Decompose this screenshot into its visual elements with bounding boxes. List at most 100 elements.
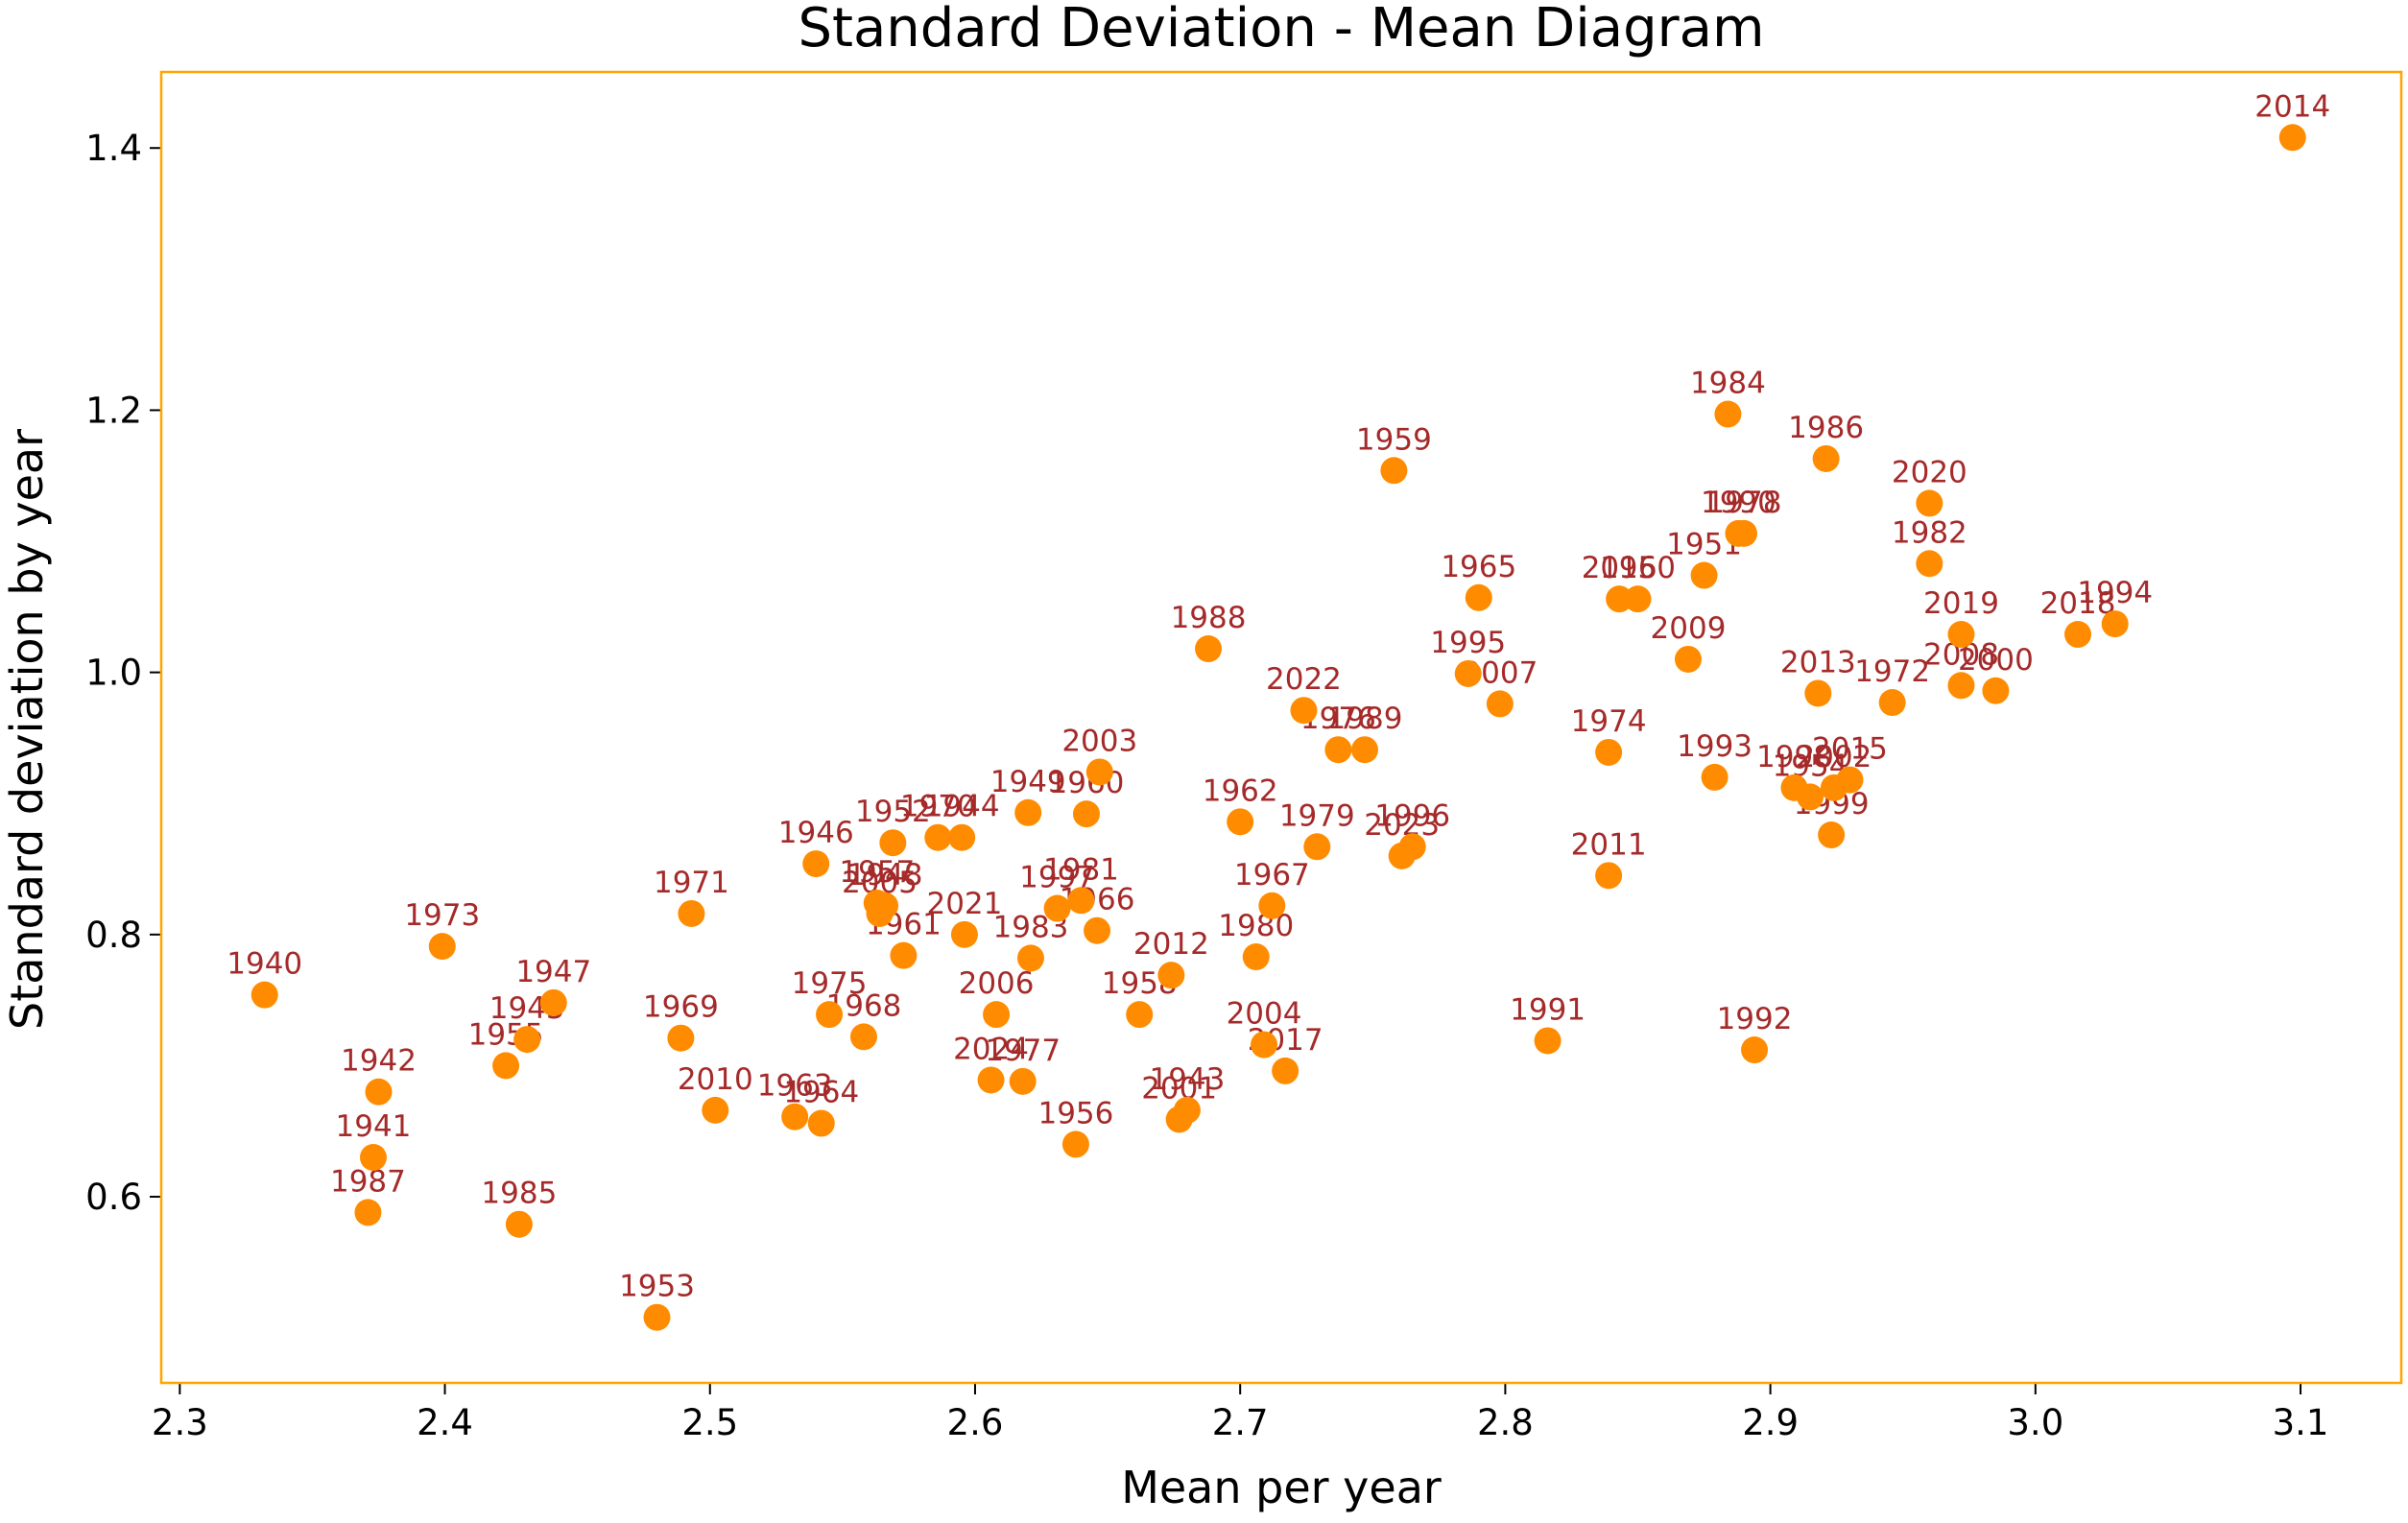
data-point-1987 <box>354 1199 382 1226</box>
data-point-1955 <box>492 1052 520 1080</box>
data-point-2020 <box>1916 489 1943 517</box>
data-point-1992 <box>1741 1036 1769 1064</box>
data-point-label: 2024 <box>953 1032 1029 1066</box>
data-point-1940 <box>250 981 278 1009</box>
data-point-2012 <box>1157 962 1185 989</box>
data-point-label: 2023 <box>1364 808 1440 843</box>
y-tick-label: 0.6 <box>85 1177 142 1218</box>
data-point-1971 <box>678 899 705 927</box>
data-point-1994 <box>2101 610 2129 638</box>
data-point-label: 1952 <box>855 795 931 829</box>
data-point-label: 1943 <box>1149 1062 1225 1097</box>
data-point-label: 1989 <box>1327 702 1403 736</box>
data-point-label: 1969 <box>643 990 719 1025</box>
data-point-1942 <box>365 1078 393 1106</box>
data-point-2005 <box>866 899 894 927</box>
data-point-label: 1947 <box>515 955 591 989</box>
data-point-1979 <box>1303 833 1331 861</box>
data-point-1945 <box>513 1026 541 1054</box>
data-point-label: 1985 <box>481 1177 557 1211</box>
data-point-label: 1971 <box>654 866 729 900</box>
data-point-1988 <box>1195 635 1223 663</box>
data-point-1993 <box>1701 763 1729 791</box>
data-point-2008 <box>1947 672 1975 700</box>
y-tick-label: 0.8 <box>85 915 142 956</box>
data-point-1970 <box>924 823 952 851</box>
data-point-2022 <box>1290 697 1318 725</box>
data-point-label: 2004 <box>1227 997 1302 1032</box>
data-point-label: 1973 <box>404 898 480 933</box>
data-point-1973 <box>428 933 456 961</box>
data-point-label: 1979 <box>1279 798 1355 833</box>
plot-frame <box>159 70 2403 1385</box>
data-point-1982 <box>1916 550 1943 578</box>
y-tick-label: 1.4 <box>85 128 142 169</box>
data-point-label: 2022 <box>1266 662 1342 697</box>
data-point-1946 <box>802 850 830 878</box>
data-point-1989 <box>1351 736 1379 764</box>
data-point-1947 <box>539 988 567 1016</box>
x-tick-label: 2.9 <box>1742 1402 1799 1443</box>
data-point-label: 1965 <box>1441 550 1516 584</box>
data-point-2018 <box>2064 621 2092 649</box>
data-point-1990 <box>1725 519 1752 547</box>
data-point-label: 1993 <box>1677 729 1752 764</box>
data-point-label: 1984 <box>1690 367 1766 401</box>
data-point-label: 2018 <box>2040 586 2116 621</box>
data-point-2013 <box>1804 679 1832 707</box>
data-point-1995 <box>1454 659 1482 687</box>
data-point-label: 1977 <box>985 1034 1061 1068</box>
data-point-1985 <box>505 1210 533 1238</box>
x-tick-label: 2.6 <box>947 1402 1004 1443</box>
x-tick-label: 2.5 <box>681 1402 738 1443</box>
data-point-2024 <box>977 1066 1005 1094</box>
data-point-label: 2020 <box>1892 455 1967 489</box>
data-point-label: 1998 <box>1756 740 1832 774</box>
data-point-label: 1988 <box>1171 601 1247 635</box>
data-point-1964 <box>807 1109 835 1137</box>
axis-ticks: 2.3 2.4 2.5 2.6 2.7 2.8 2.9 3.0 3.1 0.6 0.8 1.0 1.2 1… <box>85 128 2328 1443</box>
x-tick-label: 2.7 <box>1212 1402 1269 1443</box>
data-point-1975 <box>816 1001 844 1029</box>
data-point-1969 <box>667 1024 695 1052</box>
data-point-label: 1946 <box>778 816 854 850</box>
data-point-1953 <box>643 1303 671 1331</box>
data-point-label: 1980 <box>1218 909 1294 943</box>
data-point-1963 <box>781 1103 809 1130</box>
data-point-label: 2014 <box>2254 89 2330 124</box>
data-point-label: 1970 <box>900 790 976 824</box>
data-point-1962 <box>1227 808 1254 836</box>
data-point-label: 1940 <box>226 947 302 982</box>
data-point-1977 <box>1009 1067 1037 1095</box>
y-tick-label: 1.2 <box>85 390 142 431</box>
data-point-1941 <box>359 1144 387 1172</box>
data-point-label: 1967 <box>1234 858 1310 892</box>
data-point-2016 <box>1606 585 1633 613</box>
chart-title: Standard Deviation - Mean Diagram <box>798 0 1764 59</box>
data-point-label: 2019 <box>1923 586 1999 621</box>
data-point-label: 2006 <box>959 966 1035 1001</box>
data-point-label: 1986 <box>1788 411 1864 445</box>
data-point-label: 1963 <box>757 1069 833 1104</box>
data-point-1968 <box>849 1023 877 1051</box>
data-point-1984 <box>1714 400 1742 428</box>
data-point-1956 <box>1061 1130 1089 1158</box>
data-point-2004 <box>1251 1031 1278 1059</box>
data-point-1958 <box>1126 1001 1154 1029</box>
data-point-2007 <box>1486 690 1514 718</box>
data-point-2021 <box>950 920 978 948</box>
data-point-1952 <box>879 829 907 857</box>
data-point-1976 <box>1324 736 1352 764</box>
data-point-1998 <box>1780 773 1808 801</box>
data-point-label: 1978 <box>1706 486 1782 520</box>
data-point-label: 1992 <box>1717 1002 1793 1036</box>
y-tick-label: 1.0 <box>85 653 142 694</box>
data-point-1966 <box>1084 916 1111 944</box>
data-point-label: 1996 <box>1374 798 1450 833</box>
data-point-1950 <box>1624 585 1652 613</box>
data-point-1980 <box>1242 943 1270 971</box>
data-point-label: 2013 <box>1780 645 1856 679</box>
data-point-2001 <box>1165 1106 1193 1133</box>
data-point-label: 1981 <box>1043 852 1119 887</box>
